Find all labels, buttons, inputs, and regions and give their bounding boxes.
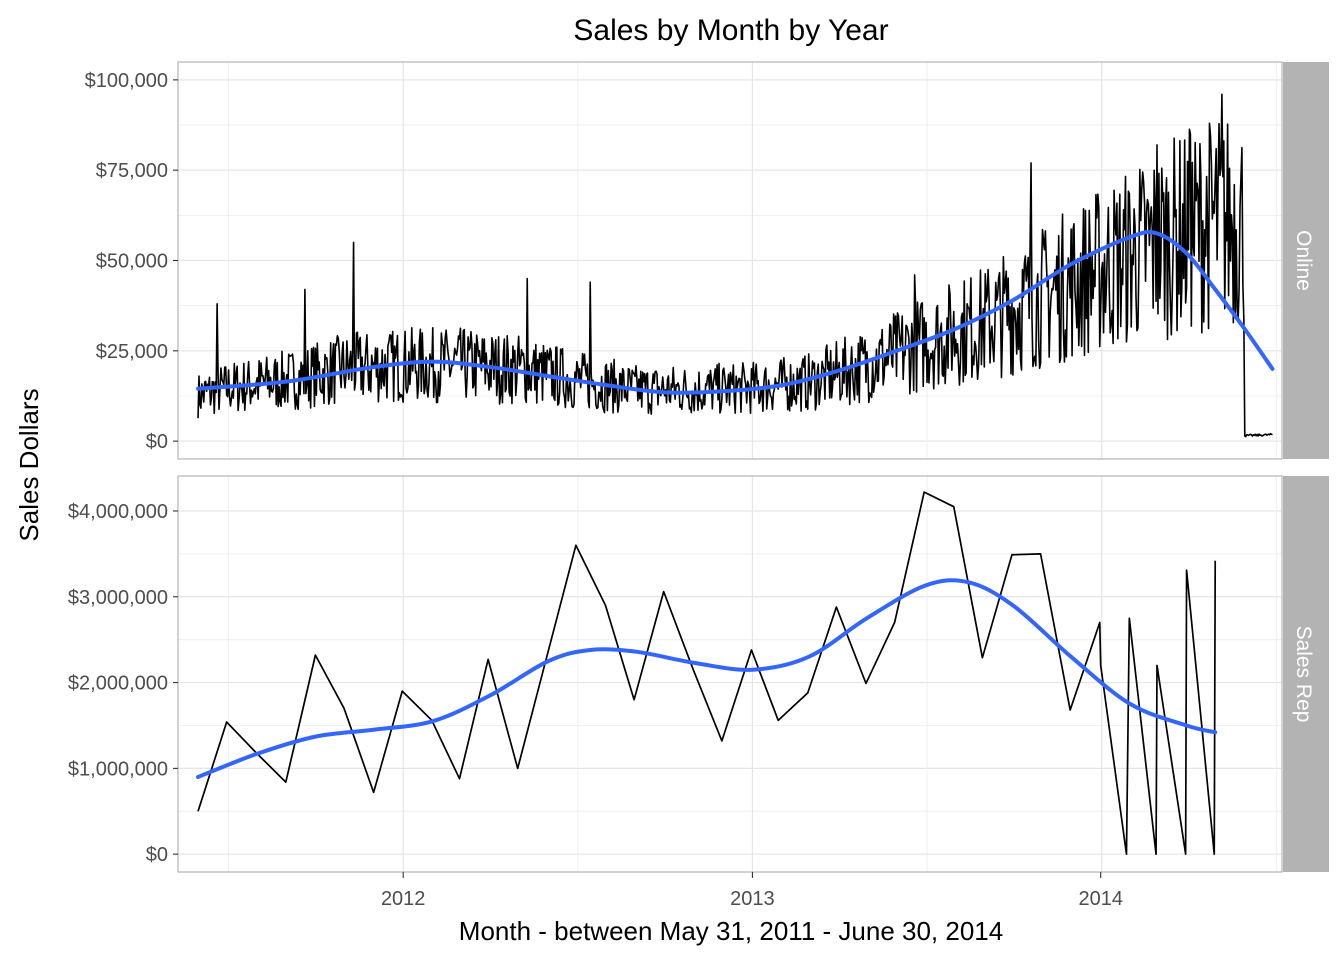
facet-label-online: Online [1292,230,1315,291]
panel-sales-rep: $0 $1,000,000 $2,000,000 $3,000,000 $4,000,0… [68,475,1329,873]
y-tick-label: $0 [146,844,168,866]
y-tick-label: $100,000 [85,70,168,92]
smooth-line-online [196,230,1275,395]
panel-border [177,475,1283,873]
y-tick-label: $75,000 [96,160,168,182]
y-tick-label: $2,000,000 [68,673,168,695]
x-axis: 2012 2013 2014 [381,872,1123,910]
x-tick-label: 2012 [381,888,426,910]
x-tick-label: 2014 [1078,888,1123,910]
facet-strip-online [1283,62,1329,459]
y-tick-label: $50,000 [96,251,168,273]
y-tick-label: $25,000 [96,341,168,363]
facet-strip-sales-rep [1283,476,1329,872]
x-tick-label: 2013 [730,888,775,910]
y-axis-label: Sales Dollars [14,388,44,541]
chart-title: Sales by Month by Year [573,14,888,47]
x-axis-label: Month - between May 31, 2011 - June 30, … [459,916,1003,946]
y-tick-label: $3,000,000 [68,587,168,609]
facet-label-sales-rep: Sales Rep [1292,626,1315,723]
panel-online: $0 $25,000 $50,000 $75,000 $100,000 Online [85,61,1329,460]
y-tick-label: $0 [146,431,168,453]
smooth-line-sales-rep [196,578,1218,779]
y-tick-label: $4,000,000 [68,501,168,523]
y-tick-label: $1,000,000 [68,758,168,780]
series-line-sales-rep-sales [197,491,1217,856]
series-line-online-sales [197,93,1273,438]
